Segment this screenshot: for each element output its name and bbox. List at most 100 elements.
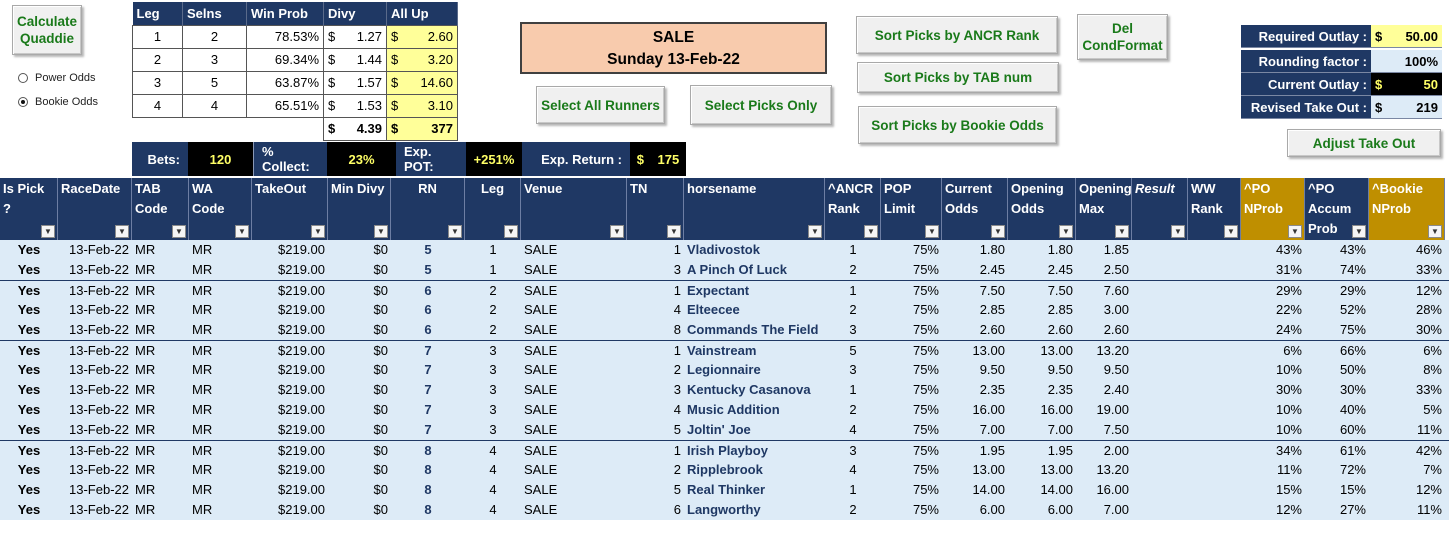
tab-code-cell[interactable]: MR (135, 242, 156, 257)
horsename-cell[interactable]: Joltin' Joe (687, 422, 751, 437)
leg-cell[interactable]: 3 (489, 362, 497, 377)
po-nprob-cell[interactable]: 15% (1275, 482, 1302, 497)
wa-code-cell[interactable]: MR (192, 382, 213, 397)
filter-active-icon[interactable]: ▼ (667, 225, 681, 238)
leg-cell[interactable]: 3 (489, 422, 497, 437)
race-date-cell[interactable]: 13-Feb-22 (69, 502, 129, 517)
po-accum-prob-cell[interactable]: 66% (1339, 343, 1366, 358)
bookie-nprob-cell[interactable]: 46% (1415, 242, 1442, 257)
is-pick-cell[interactable]: Yes (17, 262, 41, 277)
pop-limit-cell[interactable]: 75% (912, 382, 939, 397)
tab-code-cell[interactable]: MR (135, 322, 156, 337)
min-divy-cell[interactable]: $0 (373, 462, 388, 477)
filter-dropdown-icon[interactable]: ▼ (610, 225, 624, 238)
wa-code-cell[interactable]: MR (192, 422, 213, 437)
rn-cell[interactable]: 7 (424, 382, 432, 397)
result-cell[interactable] (1132, 300, 1188, 320)
calculate-quaddie-button[interactable]: Calculate Quaddie (12, 5, 82, 55)
pop-limit-cell[interactable]: 75% (912, 502, 939, 517)
rn-cell[interactable]: 8 (424, 462, 432, 477)
filter-dropdown-icon[interactable]: ▼ (1352, 225, 1366, 238)
po-nprob-cell[interactable]: 12% (1275, 502, 1302, 517)
horsename-cell[interactable]: Vainstream (687, 343, 757, 358)
is-pick-cell[interactable]: Yes (17, 242, 41, 257)
takeout-cell[interactable]: $219.00 (278, 343, 325, 358)
wa-code-cell[interactable]: MR (192, 402, 213, 417)
wa-code-cell[interactable]: MR (192, 482, 213, 497)
race-date-cell[interactable]: 13-Feb-22 (69, 262, 129, 277)
race-date-cell[interactable]: 13-Feb-22 (69, 443, 129, 458)
opening-max-cell[interactable]: 2.00 (1103, 443, 1129, 458)
filter-dropdown-icon[interactable]: ▼ (311, 225, 325, 238)
opening-odds-cell[interactable]: 2.85 (1047, 302, 1073, 317)
po-accum-prob-cell[interactable]: 27% (1339, 502, 1366, 517)
venue-cell[interactable]: SALE (524, 422, 558, 437)
race-date-cell[interactable]: 13-Feb-22 (69, 322, 129, 337)
rn-cell[interactable]: 7 (424, 422, 432, 437)
leg-cell[interactable]: 3 (489, 402, 497, 417)
filter-dropdown-icon[interactable]: ▼ (864, 225, 878, 238)
is-pick-cell[interactable]: Yes (17, 283, 41, 298)
po-nprob-cell[interactable]: 24% (1275, 322, 1302, 337)
ancr-rank-cell[interactable]: 1 (849, 482, 857, 497)
filter-dropdown-icon[interactable]: ▼ (1059, 225, 1073, 238)
ww-rank-cell[interactable] (1188, 300, 1241, 320)
wa-code-cell[interactable]: MR (192, 462, 213, 477)
select-picks-only-button[interactable]: Select Picks Only (690, 85, 832, 125)
result-cell[interactable] (1132, 240, 1188, 260)
venue-cell[interactable]: SALE (524, 242, 558, 257)
po-accum-prob-cell[interactable]: 15% (1339, 482, 1366, 497)
bookie-nprob-cell[interactable]: 33% (1415, 262, 1442, 277)
race-date-cell[interactable]: 13-Feb-22 (69, 242, 129, 257)
table-row[interactable]: Yes 13-Feb-22 MR MR $219.00 $0 6 2 SALE 8 Commands… (0, 320, 1449, 341)
del-condformat-button[interactable]: Del CondFormat (1077, 14, 1168, 60)
wa-code-cell[interactable]: MR (192, 262, 213, 277)
min-divy-cell[interactable]: $0 (373, 502, 388, 517)
ww-rank-cell[interactable] (1188, 500, 1241, 520)
ancr-rank-cell[interactable]: 3 (849, 322, 857, 337)
po-nprob-cell[interactable]: 6% (1283, 343, 1302, 358)
tab-code-cell[interactable]: MR (135, 482, 156, 497)
ww-rank-cell[interactable] (1188, 400, 1241, 420)
is-pick-cell[interactable]: Yes (17, 443, 41, 458)
opening-odds-cell[interactable]: 13.00 (1040, 462, 1073, 477)
current-odds-cell[interactable]: 6.00 (979, 502, 1005, 517)
result-cell[interactable] (1132, 460, 1188, 480)
ww-rank-cell[interactable] (1188, 320, 1241, 340)
opening-max-cell[interactable]: 9.50 (1103, 362, 1129, 377)
leg-cell[interactable]: 2 (489, 302, 497, 317)
opening-odds-cell[interactable]: 7.00 (1047, 422, 1073, 437)
horsename-cell[interactable]: Kentucky Casanova (687, 382, 811, 397)
leg-cell[interactable]: 2 (489, 322, 497, 337)
opening-max-cell[interactable]: 7.60 (1103, 283, 1129, 298)
rn-cell[interactable]: 7 (424, 343, 432, 358)
ww-rank-cell[interactable] (1188, 460, 1241, 480)
opening-odds-cell[interactable]: 14.00 (1040, 482, 1073, 497)
opening-max-cell[interactable]: 19.00 (1096, 402, 1129, 417)
opening-odds-cell[interactable]: 2.35 (1047, 382, 1073, 397)
table-row[interactable]: Yes 13-Feb-22 MR MR $219.00 $0 8 4 SALE 1 Irish Pl… (0, 440, 1449, 462)
race-date-cell[interactable]: 13-Feb-22 (69, 283, 129, 298)
pop-limit-cell[interactable]: 75% (912, 402, 939, 417)
tab-code-cell[interactable]: MR (135, 343, 156, 358)
takeout-cell[interactable]: $219.00 (278, 283, 325, 298)
bookie-nprob-cell[interactable]: 11% (1416, 502, 1442, 517)
po-nprob-cell[interactable]: 34% (1275, 443, 1302, 458)
current-odds-cell[interactable]: 2.45 (979, 262, 1005, 277)
horsename-cell[interactable]: Expectant (687, 283, 750, 298)
table-row[interactable]: Yes 13-Feb-22 MR MR $219.00 $0 7 3 SALE 3 Kentucky… (0, 380, 1449, 401)
pop-limit-cell[interactable]: 75% (912, 422, 939, 437)
ancr-rank-cell[interactable]: 4 (849, 422, 857, 437)
tn-cell[interactable]: 3 (673, 382, 681, 397)
rn-cell[interactable]: 8 (424, 482, 432, 497)
bookie-odds-radio[interactable]: Bookie Odds (18, 96, 98, 108)
bookie-nprob-cell[interactable]: 30% (1415, 322, 1442, 337)
tn-cell[interactable]: 1 (673, 242, 681, 257)
is-pick-cell[interactable]: Yes (17, 402, 41, 417)
ancr-rank-cell[interactable]: 4 (849, 462, 857, 477)
rn-cell[interactable]: 5 (424, 242, 432, 257)
bookie-nprob-cell[interactable]: 5% (1423, 402, 1442, 417)
po-nprob-cell[interactable]: 11% (1276, 462, 1302, 477)
horsename-cell[interactable]: Legionnaire (687, 362, 761, 377)
po-accum-prob-cell[interactable]: 60% (1339, 422, 1366, 437)
